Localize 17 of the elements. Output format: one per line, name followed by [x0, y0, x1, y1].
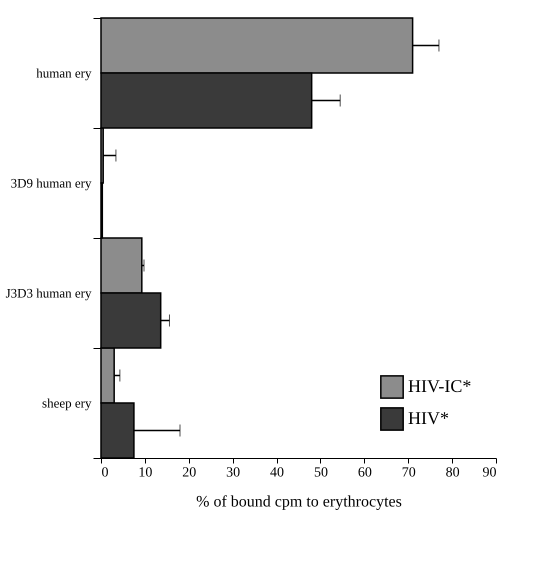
- x-tick-label: 10: [138, 466, 152, 480]
- x-tick-label: 80: [446, 466, 460, 480]
- x-tick-label: 70: [402, 466, 416, 480]
- x-tick-label: 90: [482, 466, 496, 480]
- x-tick-label: 20: [182, 466, 196, 480]
- y-tick-label: human ery: [36, 66, 92, 80]
- legend-label: HIV-IC*: [408, 376, 472, 396]
- y-tick-label: J3D3 human ery: [6, 286, 92, 300]
- x-tick-label: 30: [226, 466, 240, 480]
- y-tick-label: sheep ery: [42, 396, 92, 410]
- x-tick-label: 0: [102, 466, 108, 480]
- x-tick-label: 40: [270, 466, 284, 480]
- x-tick-label: 50: [314, 466, 328, 480]
- x-tick-label: 60: [358, 466, 372, 480]
- x-axis-title: % of bound cpm to erythrocytes: [196, 494, 402, 510]
- legend-label: HIV*: [408, 408, 449, 428]
- y-tick-label: 3D9 human ery: [10, 176, 92, 190]
